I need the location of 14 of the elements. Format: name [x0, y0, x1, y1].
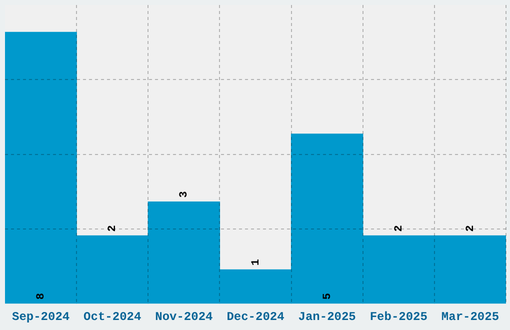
x-tick-label: Sep-2024 — [12, 310, 70, 324]
data-label: 8 — [36, 292, 48, 300]
data-label: 2 — [107, 225, 120, 232]
x-tick-label: Feb-2025 — [370, 310, 428, 324]
x-tick-label: Nov-2024 — [155, 310, 213, 324]
x-tick-label: Oct-2024 — [84, 310, 142, 324]
data-label: 5 — [322, 292, 334, 300]
x-tick-label: Dec-2024 — [226, 310, 284, 324]
data-label: 2 — [464, 225, 477, 232]
data-label: 3 — [178, 190, 191, 198]
x-tick-label: Mar-2025 — [441, 310, 500, 324]
data-label: 2 — [393, 225, 406, 232]
data-label: 1 — [250, 258, 262, 266]
x-tick-label: Jan-2025 — [298, 310, 356, 324]
